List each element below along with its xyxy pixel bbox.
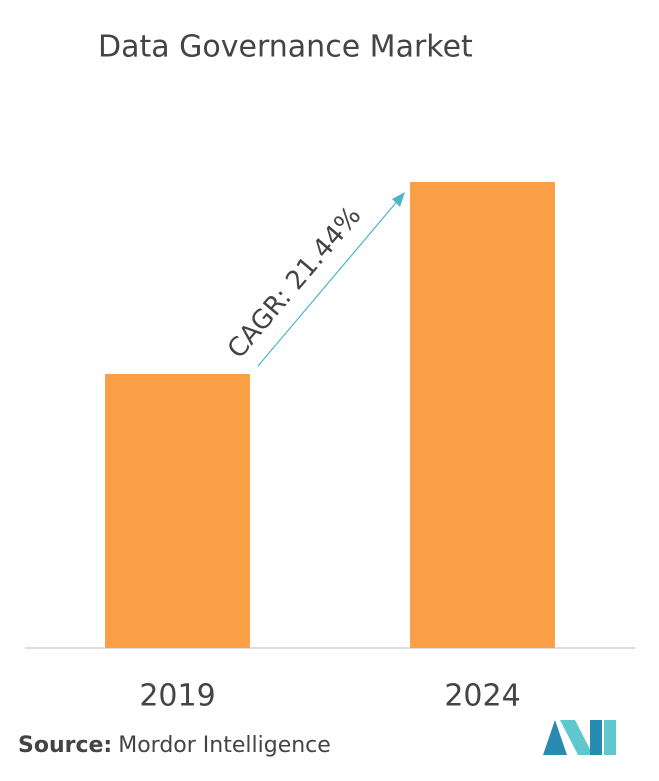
x-tick-label: 2019 — [139, 679, 215, 714]
bar — [105, 373, 250, 648]
logo — [543, 720, 616, 755]
source-name: Mordor Intelligence — [118, 733, 331, 758]
source: Source: Mordor Intelligence — [18, 733, 331, 758]
source-label: Source: — [18, 733, 112, 758]
x-tick-label: 2024 — [444, 679, 520, 714]
cagr-arrow — [257, 197, 401, 367]
chart-title: Data Governance Market — [98, 30, 473, 65]
cagr-annotation: CAGR: 21.44% — [222, 201, 367, 364]
bar — [410, 182, 555, 648]
cagr-arrowhead — [392, 192, 405, 207]
